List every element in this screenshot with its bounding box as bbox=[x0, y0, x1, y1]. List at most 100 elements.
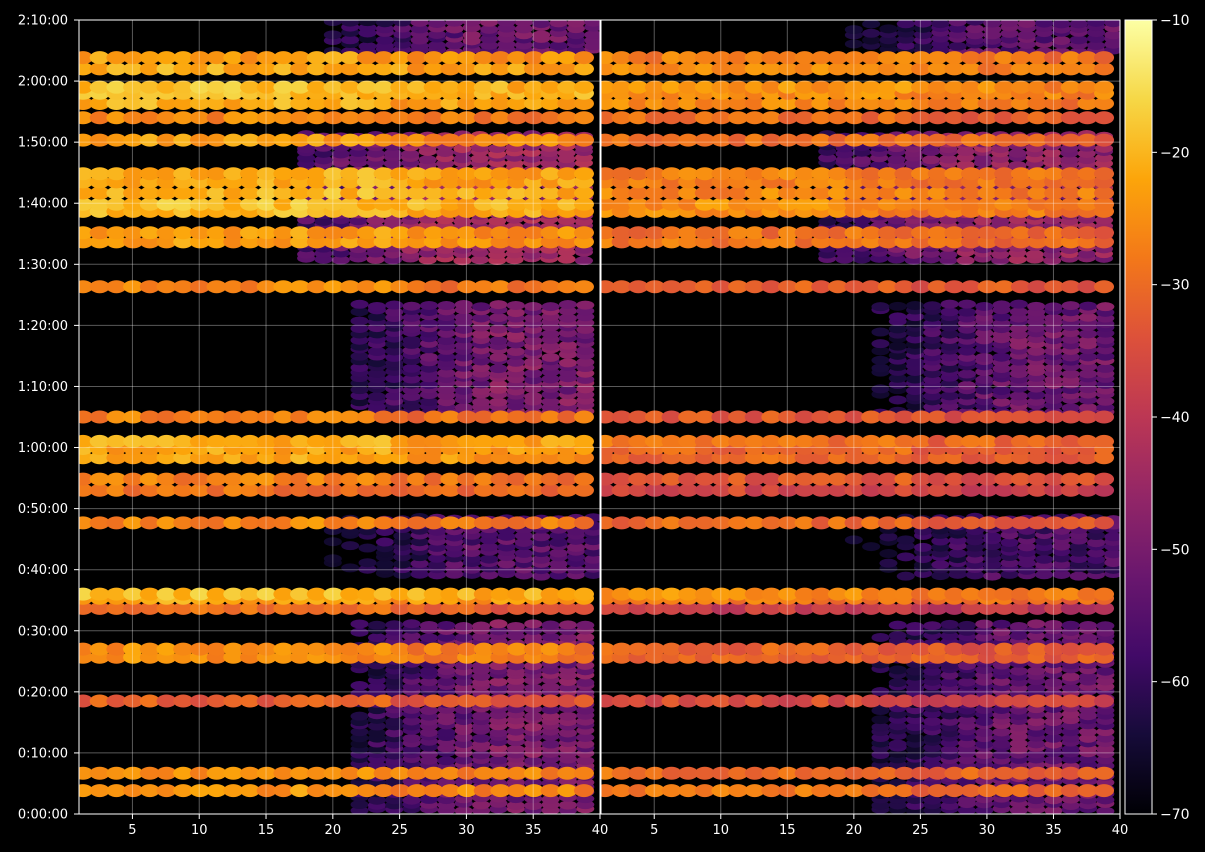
spectrogram-cell bbox=[844, 51, 865, 65]
spectrogram-cell bbox=[106, 587, 127, 601]
spectrogram-cell bbox=[79, 226, 94, 240]
spectrogram-cell bbox=[1077, 167, 1098, 181]
spectrogram-cell bbox=[992, 352, 1011, 362]
spectrogram-cell bbox=[576, 739, 595, 749]
spectrogram-cell bbox=[1027, 642, 1048, 656]
colorbar-tick-label: −60 bbox=[1160, 675, 1190, 691]
spectrogram-cell bbox=[906, 386, 925, 396]
spectrogram-cell bbox=[844, 642, 865, 656]
spectrogram-cell bbox=[644, 410, 665, 424]
spectrogram-cell bbox=[206, 784, 227, 798]
spectrogram-cell bbox=[977, 226, 998, 240]
spectrogram-cell bbox=[1027, 390, 1046, 400]
spectrogram-cell bbox=[777, 516, 798, 530]
spectrogram-cell bbox=[490, 784, 511, 798]
spectrogram-cell bbox=[818, 217, 837, 227]
spectrogram-cell bbox=[473, 280, 494, 294]
spectrogram-cell bbox=[306, 483, 327, 497]
spectrogram-cell bbox=[323, 554, 342, 564]
spectrogram-cell bbox=[523, 516, 544, 530]
spectrogram-cell bbox=[744, 280, 765, 294]
spectrogram-cell bbox=[678, 186, 699, 200]
spectrogram-cell bbox=[611, 226, 632, 240]
spectrogram-cell bbox=[373, 80, 394, 94]
spectrogram-cell bbox=[523, 167, 544, 181]
spectrogram-cell bbox=[79, 694, 94, 708]
spectrogram-cell bbox=[1044, 451, 1065, 465]
spectrogram-cell bbox=[777, 226, 798, 240]
spectrogram-cell bbox=[557, 784, 578, 798]
spectrogram-cell bbox=[490, 51, 511, 65]
spectrogram-cell bbox=[540, 96, 561, 110]
spectrogram-cell bbox=[402, 716, 421, 726]
spectrogram-cell bbox=[1043, 154, 1062, 164]
spectrogram-cell bbox=[440, 694, 461, 708]
spectrogram-cell bbox=[290, 642, 311, 656]
spectrogram-cell bbox=[992, 300, 1011, 310]
spectrogram-cell bbox=[523, 80, 544, 94]
spectrogram-cell bbox=[323, 80, 344, 94]
spectrogram-cell bbox=[273, 80, 294, 94]
spectrogram-cell bbox=[350, 335, 369, 345]
spectrogram-cell bbox=[373, 62, 394, 76]
spectrogram-cell bbox=[156, 472, 177, 486]
spectrogram-cell bbox=[1094, 167, 1115, 181]
spectrogram-cell bbox=[678, 601, 699, 615]
spectrogram-cell bbox=[507, 186, 528, 200]
spectrogram-cell bbox=[711, 483, 732, 497]
spectrogram-cell bbox=[628, 96, 649, 110]
spectrogram-cell bbox=[540, 80, 561, 94]
spectrogram-cell bbox=[256, 694, 277, 708]
spectrogram-cell bbox=[440, 451, 461, 465]
spectrogram-cell bbox=[611, 62, 632, 76]
spectrogram-cell bbox=[975, 301, 994, 311]
spectrogram-cell bbox=[428, 542, 447, 552]
spectrogram-cell bbox=[994, 483, 1015, 497]
spectrogram-cell bbox=[523, 587, 544, 601]
spectrogram-cell bbox=[678, 167, 699, 181]
spectrogram-cell bbox=[549, 548, 568, 558]
spectrogram-cell bbox=[390, 694, 411, 708]
spectrogram-cell bbox=[661, 80, 682, 94]
spectrogram-cell bbox=[661, 472, 682, 486]
spectrogram-cell bbox=[524, 756, 543, 766]
spectrogram-cell bbox=[540, 51, 561, 65]
spectrogram-cell bbox=[1061, 709, 1080, 719]
spectrogram-cell bbox=[256, 587, 277, 601]
spectrogram-cell bbox=[273, 96, 294, 110]
spectrogram-cell bbox=[390, 62, 411, 76]
spectrogram-cell bbox=[390, 451, 411, 465]
spectrogram-cell bbox=[256, 601, 277, 615]
spectrogram-cell bbox=[644, 483, 665, 497]
spectrogram-cell bbox=[906, 301, 925, 311]
spectrogram-cell bbox=[123, 410, 144, 424]
spectrogram-cell bbox=[871, 327, 890, 337]
spectrogram-cell bbox=[189, 111, 210, 125]
spectrogram-cell bbox=[827, 587, 848, 601]
spectrogram-cell bbox=[523, 186, 544, 200]
spectrogram-cell bbox=[437, 756, 456, 766]
spectrogram-cell bbox=[473, 51, 494, 65]
spectrogram-cell bbox=[576, 357, 595, 367]
spectrogram-cell bbox=[106, 96, 127, 110]
spectrogram-cell bbox=[975, 750, 994, 760]
spectrogram-cell bbox=[678, 766, 699, 780]
spectrogram-cell bbox=[944, 601, 965, 615]
spectrogram-cell bbox=[440, 51, 461, 65]
spectrogram-cell bbox=[89, 226, 110, 240]
spectrogram-cell bbox=[423, 197, 444, 211]
spectrogram-cell bbox=[454, 676, 473, 686]
spectrogram-cell bbox=[994, 451, 1015, 465]
spectrogram-cell bbox=[1010, 111, 1031, 125]
spectrogram-cell bbox=[1061, 352, 1080, 362]
spectrogram-cell bbox=[1027, 197, 1048, 211]
spectrogram-cell bbox=[367, 666, 386, 676]
spectrogram-cell bbox=[991, 249, 1010, 259]
spectrogram-cell bbox=[894, 642, 915, 656]
spectrogram-cell bbox=[323, 186, 344, 200]
spectrogram-cell bbox=[557, 451, 578, 465]
spectrogram-cell bbox=[827, 133, 848, 147]
spectrogram-cell bbox=[523, 694, 544, 708]
spectrogram-cell bbox=[1061, 334, 1080, 344]
spectrogram-cell bbox=[189, 766, 210, 780]
